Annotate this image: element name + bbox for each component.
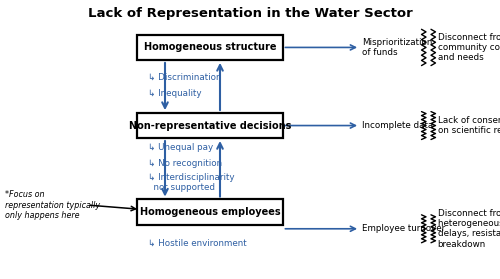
- Text: Non-representative decisions: Non-representative decisions: [129, 121, 291, 131]
- FancyBboxPatch shape: [138, 113, 282, 138]
- Text: Homogeneous structure: Homogeneous structure: [144, 42, 276, 52]
- Text: Homogeneous employees: Homogeneous employees: [140, 207, 280, 217]
- Text: *Focus on
representation typically
only happens here: *Focus on representation typically only …: [5, 190, 100, 220]
- Text: Misprioritization
of funds: Misprioritization of funds: [362, 38, 433, 57]
- Text: Lack of Representation in the Water Sector: Lack of Representation in the Water Sect…: [88, 7, 412, 20]
- Text: ↳ Interdisciplinarity
  not supported: ↳ Interdisciplinarity not supported: [148, 173, 234, 193]
- Text: Disconnect from
community concerns
and needs: Disconnect from community concerns and n…: [438, 33, 500, 62]
- FancyBboxPatch shape: [138, 35, 282, 60]
- Text: ↳ Unequal pay: ↳ Unequal pay: [148, 143, 212, 152]
- Text: ↳ Discrimination: ↳ Discrimination: [148, 72, 221, 81]
- Text: Lack of consensus
on scientific results: Lack of consensus on scientific results: [438, 116, 500, 135]
- Text: ↳ Hostile environment: ↳ Hostile environment: [148, 238, 246, 247]
- Text: ↳ Inequality: ↳ Inequality: [148, 89, 201, 98]
- Text: Disconnect from
heterogeneous public;
delays, resistance,
breakdown: Disconnect from heterogeneous public; de…: [438, 209, 500, 249]
- Text: ↳ No recognition: ↳ No recognition: [148, 159, 222, 168]
- Text: Employee turnover: Employee turnover: [362, 224, 446, 233]
- FancyBboxPatch shape: [138, 199, 282, 225]
- Text: Incomplete data: Incomplete data: [362, 121, 434, 130]
